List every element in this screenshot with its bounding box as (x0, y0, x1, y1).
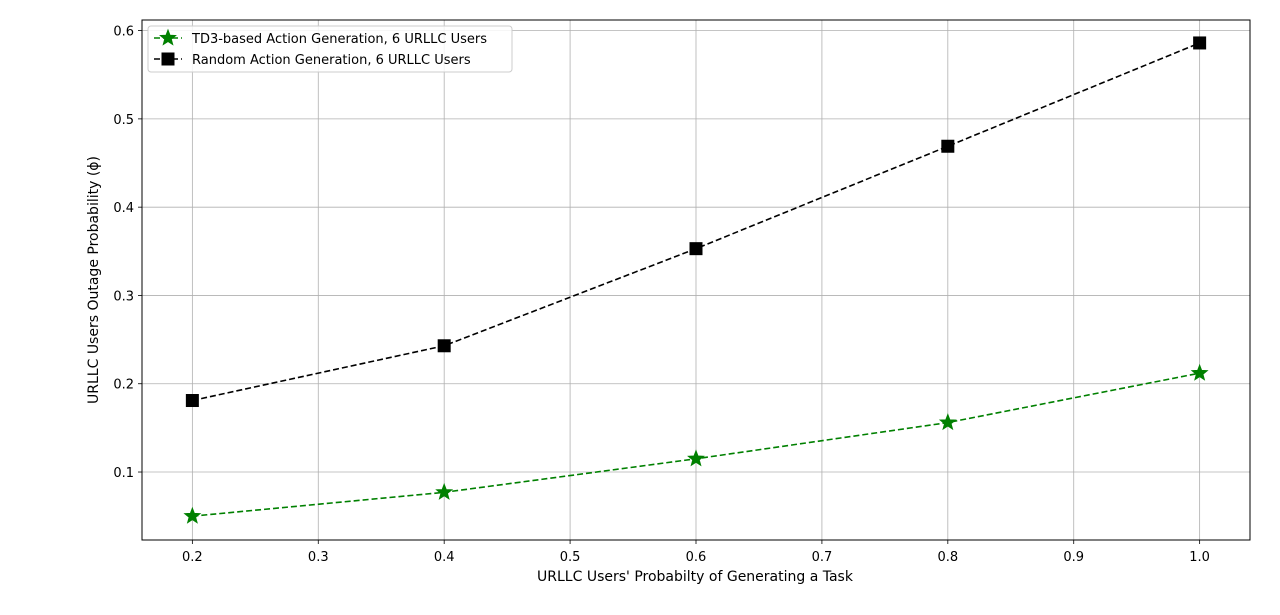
axes: 0.2 0.3 0.4 0.5 0.6 0.7 0.8 0.9 1.0 0.1 0.2 0.3 0.4 0… (113, 19, 1251, 565)
x-tick-label: 0.4 (434, 550, 455, 565)
x-tick-label: 0.3 (308, 550, 329, 565)
y-tick-label: 0.2 (113, 378, 134, 393)
x-tick-label: 1.0 (1189, 550, 1210, 565)
y-axis-label: URLLC Users Outage Probability (ϕ) (86, 156, 102, 404)
y-tick-label: 0.6 (113, 25, 134, 40)
data-point (941, 139, 955, 153)
data-point (938, 413, 957, 431)
y-tick-label: 0.5 (113, 113, 134, 128)
data-point (1193, 36, 1207, 50)
data-point (437, 339, 451, 353)
legend-box (147, 25, 513, 73)
legend-marker (161, 52, 175, 66)
data-point (183, 506, 202, 524)
y-tick-label: 0.3 (113, 289, 134, 304)
x-tick-label: 0.5 (560, 550, 581, 565)
legend-label: Random Action Generation, 6 URLLC Users (192, 53, 471, 68)
x-tick-label: 0.2 (182, 550, 203, 565)
grid (142, 20, 1250, 540)
legend-label: TD3-based Action Generation, 6 URLLC Use… (191, 32, 487, 47)
plot-frame (141, 19, 1251, 541)
data-point (689, 242, 703, 256)
y-tick-label: 0.1 (113, 466, 134, 481)
legend-marker (159, 28, 177, 46)
data-point (687, 449, 705, 467)
data-point (185, 394, 199, 408)
data-point (1190, 363, 1209, 381)
y-tick-label: 0.4 (113, 201, 134, 216)
x-tick-label: 0.9 (1063, 550, 1084, 565)
x-tick-label: 0.7 (812, 550, 833, 565)
data-point (435, 482, 454, 500)
x-tick-label: 0.6 (686, 550, 707, 565)
series-group (183, 36, 1209, 524)
x-tick-label: 0.8 (937, 550, 958, 565)
legend: TD3-based Action Generation, 6 URLLC Use… (147, 25, 513, 73)
x-axis-label: URLLC Users' Probabilty of Generating a … (537, 569, 854, 585)
